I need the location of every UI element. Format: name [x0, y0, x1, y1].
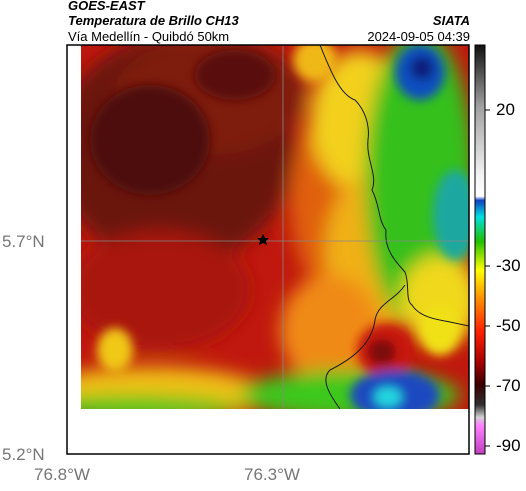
star-marker — [257, 234, 269, 245]
border-line — [325, 284, 406, 409]
satellite-title: GOES-EAST — [68, 0, 145, 13]
lon-label-east: 76.3°W — [244, 465, 300, 484]
border-line — [319, 45, 469, 327]
timestamp-label: 2024-09-05 04:39 — [367, 29, 470, 44]
colorbar-label: -70 — [496, 376, 521, 395]
brightness-temperature-field — [81, 45, 469, 409]
org-label: SIATA — [432, 13, 470, 28]
product-title: Temperatura de Brillo CH13 — [68, 13, 239, 28]
lat-label-north: 5.7°N — [2, 232, 45, 251]
region-subtitle: Vía Medellín - Quibdó 50km — [68, 29, 230, 44]
colorbar-label: -30 — [496, 256, 521, 275]
lon-label-west: 76.8°W — [34, 465, 90, 484]
colorbar-label: 20 — [496, 100, 515, 119]
colorbar-label: -50 — [496, 316, 521, 335]
lat-label-south: 5.2°N — [2, 445, 45, 464]
colorbar — [474, 44, 486, 455]
map-border — [66, 44, 470, 455]
colorbar-label: -90 — [496, 436, 521, 455]
